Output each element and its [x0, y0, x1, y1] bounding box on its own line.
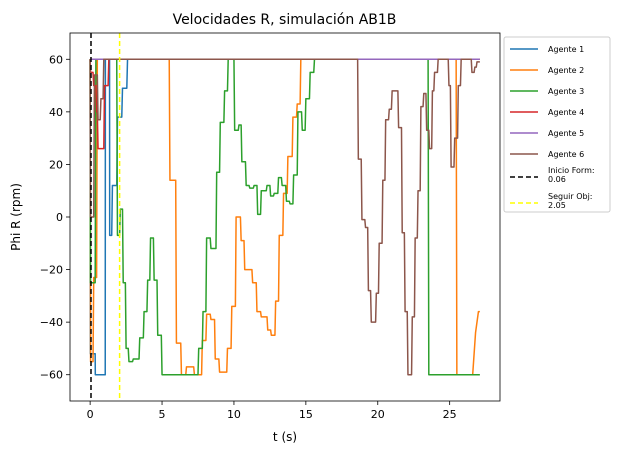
series-line-agente-4 — [89, 58, 480, 150]
legend: Agente 1 Agente 2 Agente 3 Agente 4 Agente 5… — [503, 36, 611, 213]
legend-item: Agente 5 — [510, 129, 584, 138]
legend-label: Agente 1 — [548, 45, 584, 54]
legend-label: Agente 5 — [548, 129, 584, 138]
y-axis-label: Phi R (rpm) — [9, 183, 23, 251]
x-tick-label: 5 — [159, 408, 166, 421]
legend-label: Seguir Obj: — [548, 192, 593, 201]
y-ticks: −60 −40 −20 0 20 40 60 — [40, 53, 70, 382]
y-tick-label: −20 — [40, 264, 63, 277]
legend-label: 2.05 — [548, 201, 566, 210]
legend-item: Agente 1 — [510, 45, 584, 54]
x-axis-label: t (s) — [273, 430, 297, 444]
x-tick-label: 10 — [227, 408, 241, 421]
plot-lines — [89, 33, 480, 401]
legend-label: Agente 4 — [548, 108, 584, 117]
y-tick-label: 20 — [49, 158, 63, 171]
legend-label: 0.06 — [548, 175, 566, 184]
legend-label: Agente 3 — [548, 87, 584, 96]
legend-label: Inicio Form: — [548, 166, 595, 175]
legend-label: Agente 2 — [548, 66, 584, 75]
chart-title: Velocidades R, simulación AB1B — [173, 12, 397, 28]
legend-item: Agente 6 — [510, 150, 584, 159]
series-line-agente-1 — [89, 58, 479, 376]
y-tick-label: 40 — [49, 106, 63, 119]
x-tick-label: 25 — [443, 408, 457, 421]
legend-frame — [503, 36, 611, 213]
plot-frame — [69, 32, 501, 402]
legend-item: Seguir Obj:2.05 — [510, 192, 593, 210]
y-tick-label: −60 — [40, 369, 63, 382]
x-tick-label: 0 — [87, 408, 94, 421]
series-line-agente-6 — [89, 58, 480, 376]
legend-item: Agente 3 — [510, 87, 584, 96]
legend-items: Agente 1 Agente 2 Agente 3 Agente 4 Agente 5… — [510, 45, 595, 210]
y-tick-label: 60 — [49, 53, 63, 66]
y-tick-label: −40 — [40, 316, 63, 329]
legend-label: Agente 6 — [548, 150, 584, 159]
x-tick-label: 20 — [371, 408, 385, 421]
y-tick-label: 0 — [56, 211, 63, 224]
legend-item: Agente 4 — [510, 108, 584, 117]
legend-item: Agente 2 — [510, 66, 584, 75]
x-ticks: 0 5 10 15 20 25 — [87, 401, 457, 421]
legend-item: Inicio Form:0.06 — [510, 166, 595, 184]
x-tick-label: 15 — [299, 408, 313, 421]
